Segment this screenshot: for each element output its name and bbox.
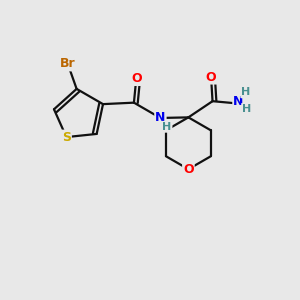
Text: O: O [206,70,216,83]
Text: N: N [233,95,244,108]
Text: H: H [241,87,250,97]
Text: S: S [62,130,71,144]
Text: H: H [162,122,172,132]
Text: H: H [242,104,251,114]
Text: O: O [131,72,142,85]
Text: N: N [155,112,166,124]
Text: Br: Br [60,57,76,70]
Text: O: O [183,163,194,176]
